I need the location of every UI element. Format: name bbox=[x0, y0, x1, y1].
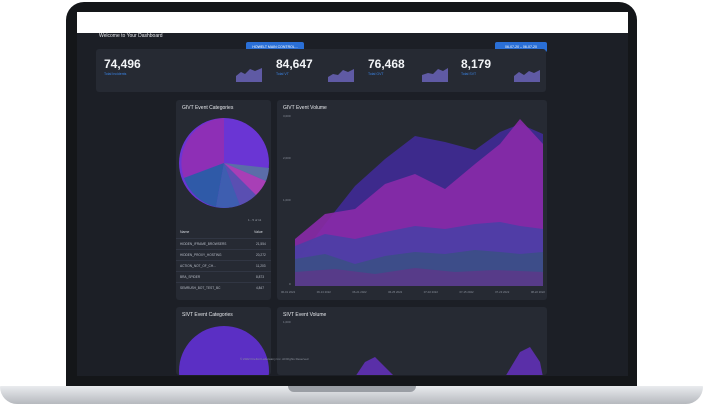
row-value: 21,554 bbox=[256, 242, 266, 246]
row-value: 4,847 bbox=[256, 286, 264, 290]
row-name: SEMRUSH_BOT_TEST_BC bbox=[180, 286, 221, 290]
panel-title: SIVT Event Categories bbox=[182, 312, 233, 318]
panel-title: GIVT Event Volume bbox=[283, 105, 327, 111]
stat-label: Total VT bbox=[276, 72, 289, 76]
stat-value: 84,647 bbox=[276, 57, 313, 71]
sparkline-icon bbox=[236, 68, 262, 82]
stat-total-vt: 84,647 Total VT bbox=[276, 57, 313, 76]
givt-stream-chart[interactable] bbox=[295, 114, 543, 286]
stat-value: 74,496 bbox=[104, 57, 141, 71]
row-name: HIDDEN_IFRAME_BROWSERS bbox=[180, 242, 227, 246]
y-tick-label: 0 bbox=[289, 282, 291, 286]
stat-value: 76,468 bbox=[368, 57, 405, 71]
row-value: 8,873 bbox=[256, 275, 264, 279]
column-name-header[interactable]: Name bbox=[180, 230, 190, 234]
x-tick-label: 06-21 2022 bbox=[352, 290, 367, 294]
stat-total-incidents: 74,496 Total Incidents bbox=[104, 57, 141, 76]
sparkline-icon bbox=[422, 68, 448, 82]
panel-title: SIVT Event Volume bbox=[283, 312, 327, 318]
row-name: BRA_SPIDER bbox=[180, 275, 201, 279]
row-value: 20,272 bbox=[256, 253, 266, 257]
table-row[interactable]: ACTION_NOT_OF_CH... 11,203 bbox=[176, 260, 271, 271]
row-name: ACTION_NOT_OF_CH... bbox=[180, 264, 216, 268]
sparkline-icon bbox=[328, 69, 354, 82]
panel-title: GIVT Event Categories bbox=[182, 105, 234, 111]
sivt-pie-chart[interactable] bbox=[178, 325, 270, 375]
stat-total-gvt: 76,468 Total GVT bbox=[368, 57, 405, 76]
stat-label: Total Incidents bbox=[104, 72, 127, 76]
stat-label: Total GVT bbox=[368, 72, 384, 76]
laptop-base bbox=[0, 386, 703, 404]
account-selector-label: HOWELT MAIN CONTROL... bbox=[252, 45, 298, 49]
row-name: HIDDEN_PROXY_HOSTING bbox=[180, 253, 222, 257]
stat-total-svt: 8,179 Total SVT bbox=[461, 57, 491, 76]
x-tick-label: 07-02 2022 bbox=[423, 290, 438, 294]
givt-pie-chart[interactable] bbox=[178, 116, 270, 210]
sivt-stream-chart[interactable] bbox=[295, 337, 543, 375]
table-row[interactable]: HIDDEN_IFRAME_BROWSERS 21,554 bbox=[176, 238, 271, 249]
date-range-button[interactable]: 06-07-20 – 06-07-20 bbox=[495, 42, 547, 52]
y-tick-label: 1,000 bbox=[283, 198, 291, 202]
y-tick-label: 2,000 bbox=[283, 156, 291, 160]
account-selector-button[interactable]: HOWELT MAIN CONTROL... bbox=[246, 42, 304, 52]
table-row[interactable]: SEMRUSH_BOT_TEST_BC 4,847 bbox=[176, 282, 271, 293]
y-tick-label: 1,000 bbox=[283, 320, 291, 324]
date-range-label: 06-07-20 – 06-07-20 bbox=[505, 45, 537, 49]
page-title: Welcome to Your Dashboard bbox=[99, 33, 163, 39]
sivt-volume-panel: SIVT Event Volume 1,000 bbox=[277, 307, 547, 375]
givt-volume-panel: GIVT Event Volume 3,000 2,000 1,000 0 06… bbox=[277, 100, 547, 300]
row-value: 11,203 bbox=[256, 264, 266, 268]
x-tick-label: 06-25 2022 bbox=[388, 290, 403, 294]
x-tick-label: 07-23 2022 bbox=[495, 290, 510, 294]
stat-value: 8,179 bbox=[461, 57, 492, 71]
x-tick-label: 08-22 2022 bbox=[530, 290, 545, 294]
table-header: Name Value bbox=[176, 227, 271, 237]
x-tick-label: 06-13 2022 bbox=[316, 290, 331, 294]
column-value-header[interactable]: Value bbox=[254, 230, 263, 234]
sparkline-icon bbox=[514, 70, 540, 82]
pagination-label[interactable]: 1 - 5 of 11 bbox=[248, 218, 262, 222]
sivt-categories-panel: SIVT Event Categories bbox=[176, 307, 271, 375]
stat-label: Total SVT bbox=[461, 72, 477, 76]
x-tick-label: 07-15 2022 bbox=[459, 290, 474, 294]
stats-panel: 74,496 Total Incidents 84,647 Total VT 7… bbox=[96, 49, 546, 92]
browser-top-bar bbox=[77, 12, 628, 33]
table-row[interactable]: BRA_SPIDER 8,873 bbox=[176, 271, 271, 282]
givt-categories-panel: GIVT Event Categories 1 - 5 of 11 Name V… bbox=[176, 100, 271, 300]
footer-copyright: © 2022 FireFoil Laboratory Inc. All Righ… bbox=[240, 357, 309, 361]
laptop-notch bbox=[288, 386, 416, 392]
x-tick-label: 06-01 2022 bbox=[281, 290, 296, 294]
table-row[interactable]: HIDDEN_PROXY_HOSTING 20,272 bbox=[176, 249, 271, 260]
y-tick-label: 3,000 bbox=[283, 114, 291, 118]
x-axis-labels: 06-01 2022 06-13 2022 06-21 2022 06-25 2… bbox=[281, 290, 545, 294]
